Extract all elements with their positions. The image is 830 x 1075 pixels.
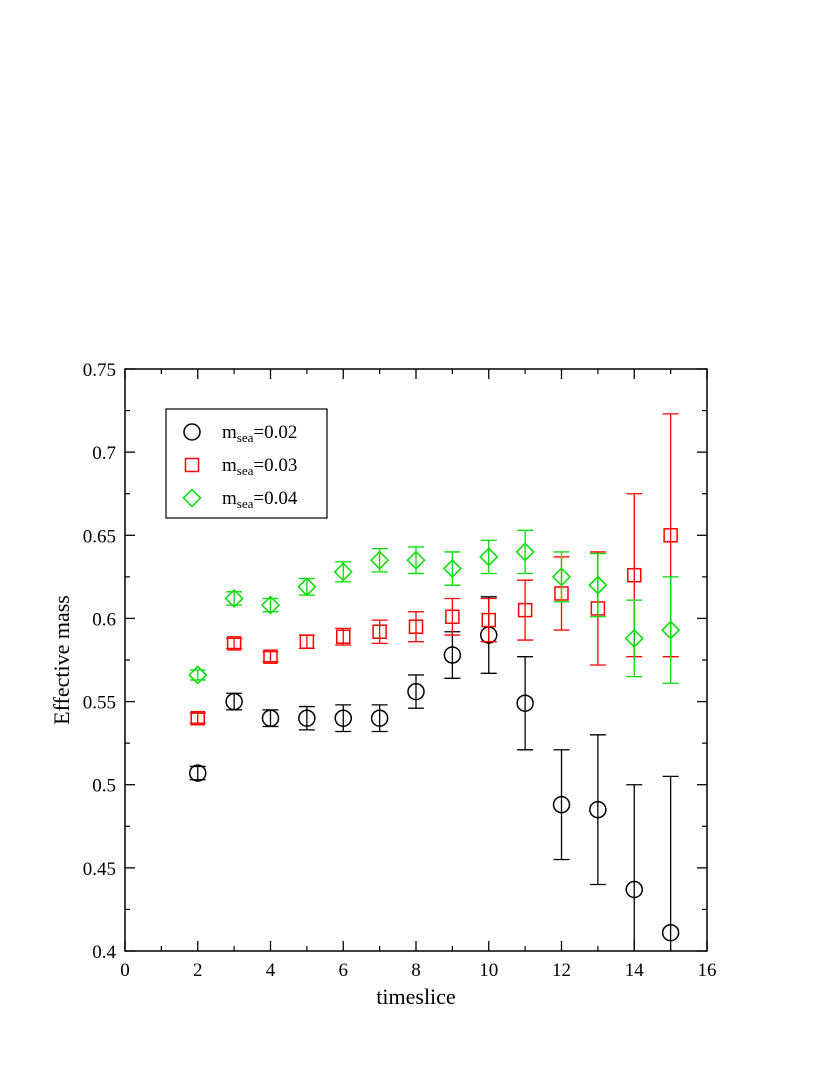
legend-label-2: msea=0.03 — [222, 455, 297, 478]
data-point — [516, 694, 534, 712]
data-point — [443, 646, 462, 664]
x-tick-label: 8 — [411, 960, 421, 981]
data-point — [297, 577, 317, 597]
data-point — [336, 629, 351, 644]
x-tick-label: 10 — [479, 960, 498, 981]
data-point — [661, 620, 681, 640]
legend-marker-2 — [184, 457, 200, 473]
data-marks — [188, 413, 681, 951]
data-point — [224, 588, 244, 609]
tick-labels: 0 2 4 6 8 10 12 14 16 0.4 0.45 0.5 0.55 0.6 0.65 0.7 0.7… — [83, 360, 717, 981]
y-tick-label: 0.7 — [92, 443, 116, 464]
y-tick-label: 0.5 — [92, 776, 116, 797]
data-point — [225, 692, 243, 711]
data-point — [624, 628, 644, 648]
legend-box — [165, 408, 328, 519]
y-tick-label: 0.6 — [92, 609, 116, 630]
data-point — [408, 619, 424, 634]
series-3 — [188, 529, 681, 685]
data-point — [299, 634, 315, 649]
series-1 — [189, 596, 680, 951]
x-tick-label: 2 — [193, 960, 203, 981]
data-point — [407, 682, 425, 701]
legend: msea=0.02 msea=0.03 msea=0.04 — [165, 408, 328, 519]
data-point — [515, 542, 535, 562]
data-point — [260, 595, 281, 615]
y-tick-label: 0.75 — [83, 360, 116, 381]
x-tick-label: 4 — [266, 960, 276, 981]
data-point — [188, 665, 208, 685]
y-tick-label: 0.45 — [83, 859, 116, 880]
x-tick-label: 12 — [552, 960, 571, 981]
data-point — [445, 609, 460, 625]
axis-ticks — [124, 368, 708, 952]
data-point — [663, 528, 678, 543]
x-tick-label: 14 — [625, 960, 645, 981]
data-point — [372, 624, 387, 639]
data-point — [334, 709, 352, 727]
data-point — [263, 649, 278, 664]
y-axis-label: Effective mass — [49, 595, 74, 725]
data-point — [625, 880, 643, 899]
legend-marker-3 — [182, 488, 202, 508]
data-point — [298, 709, 316, 727]
x-tick-label: 6 — [339, 960, 349, 981]
data-point — [442, 558, 462, 579]
data-point — [190, 710, 205, 726]
series-2 — [189, 413, 679, 726]
data-point — [479, 547, 499, 567]
data-point — [189, 764, 207, 782]
data-point — [333, 562, 353, 582]
y-tick-label: 0.4 — [92, 942, 116, 963]
data-point — [551, 567, 572, 587]
data-point — [552, 795, 571, 814]
x-tick-label: 0 — [120, 960, 130, 981]
legend-label-3: msea=0.04 — [222, 488, 298, 511]
data-point — [588, 575, 608, 595]
data-point — [261, 709, 280, 727]
legend-marker-1 — [183, 423, 201, 441]
data-point — [226, 636, 242, 651]
data-point — [589, 800, 607, 819]
x-axis-label: timeslice — [376, 984, 455, 1009]
y-tick-label: 0.65 — [83, 526, 116, 547]
data-point — [517, 602, 533, 618]
x-tick-label: 16 — [698, 960, 717, 981]
data-point — [627, 567, 642, 583]
data-point — [481, 612, 496, 628]
data-point — [370, 550, 390, 570]
data-point — [406, 550, 426, 570]
data-point — [370, 709, 389, 727]
data-point — [661, 923, 680, 942]
legend-label-1: msea=0.02 — [222, 422, 297, 445]
y-tick-label: 0.55 — [83, 693, 116, 714]
